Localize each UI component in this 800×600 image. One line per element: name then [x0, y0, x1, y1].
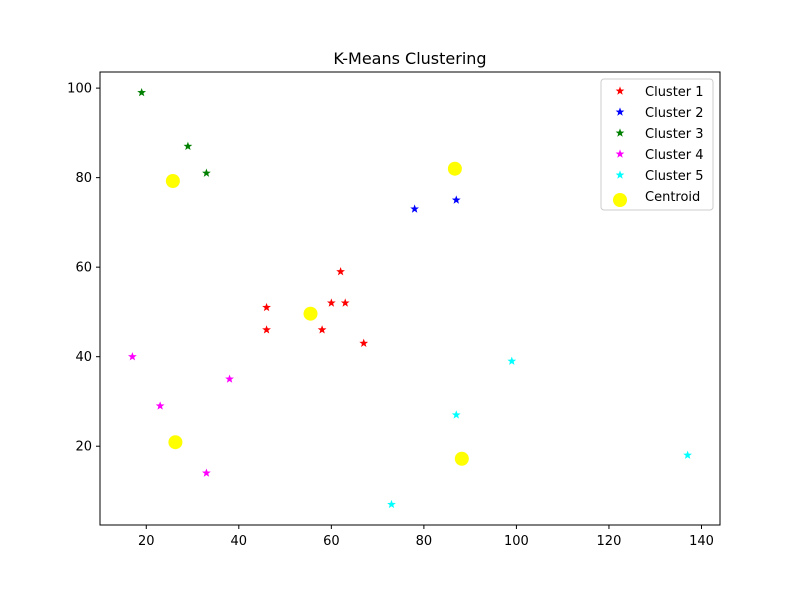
data-point — [410, 204, 419, 213]
legend-label: Cluster 3 — [645, 127, 704, 142]
x-axis: 20 40 60 80 100 120 140 — [138, 525, 714, 549]
x-tick-label: 100 — [504, 534, 529, 549]
legend-marker — [615, 149, 625, 158]
data-point — [262, 302, 271, 312]
data-point — [340, 298, 350, 307]
legend: Cluster 1 Cluster 2 Cluster 3 Cluster 4 Clus… — [600, 78, 714, 211]
legend-marker — [615, 170, 625, 179]
x-tick-label: 60 — [323, 534, 340, 549]
legend-marker — [613, 193, 627, 207]
y-tick-label: 80 — [75, 171, 92, 186]
data-point — [128, 352, 137, 361]
x-tick-label: 140 — [689, 534, 714, 549]
series-cluster-1 — [262, 267, 369, 347]
data-point — [155, 401, 165, 410]
y-tick-label: 60 — [75, 261, 92, 276]
data-point — [683, 450, 692, 459]
legend-label: Cluster 5 — [645, 169, 704, 184]
centroid-point — [454, 451, 469, 466]
legend-box — [600, 78, 714, 211]
axes-frame — [99, 71, 721, 526]
data-point — [202, 168, 211, 177]
data-point — [262, 325, 271, 334]
legend-marker — [615, 86, 625, 95]
data-point — [202, 468, 211, 477]
centroid-point — [168, 435, 183, 450]
data-point — [359, 338, 369, 347]
series-cluster-2 — [410, 195, 461, 213]
data-point — [137, 87, 147, 97]
centroid-point — [447, 161, 462, 176]
y-tick-label: 40 — [75, 350, 92, 365]
series-cluster-4 — [128, 352, 234, 477]
y-tick-label: 20 — [75, 440, 92, 455]
legend-marker — [615, 128, 625, 137]
data-point — [225, 374, 234, 383]
series-cluster-3 — [137, 87, 211, 177]
centroid-point — [303, 306, 318, 321]
legend-marker — [615, 107, 625, 116]
y-tick-label: 100 — [67, 82, 92, 97]
data-point — [507, 356, 517, 365]
chart-title: K-Means Clustering — [333, 49, 486, 68]
legend-label: Cluster 4 — [645, 148, 704, 163]
legend-label: Centroid — [645, 190, 700, 205]
x-tick-label: 80 — [416, 534, 433, 549]
data-point — [336, 267, 345, 276]
series-cluster-5 — [387, 356, 692, 509]
x-tick-label: 40 — [231, 534, 248, 549]
data-point — [183, 141, 193, 151]
y-axis: 20 40 60 80 100 — [67, 82, 100, 455]
legend-label: Cluster 2 — [645, 106, 704, 121]
data-point — [387, 499, 396, 509]
data-point — [326, 298, 336, 307]
x-tick-label: 20 — [138, 534, 155, 549]
data-point — [317, 325, 327, 334]
x-tick-label: 120 — [597, 534, 622, 549]
data-point — [451, 195, 461, 204]
legend-label: Cluster 1 — [645, 85, 704, 100]
series-centroid — [165, 161, 469, 466]
points-layer — [128, 87, 692, 509]
centroid-point — [165, 173, 180, 188]
data-point — [451, 410, 461, 419]
